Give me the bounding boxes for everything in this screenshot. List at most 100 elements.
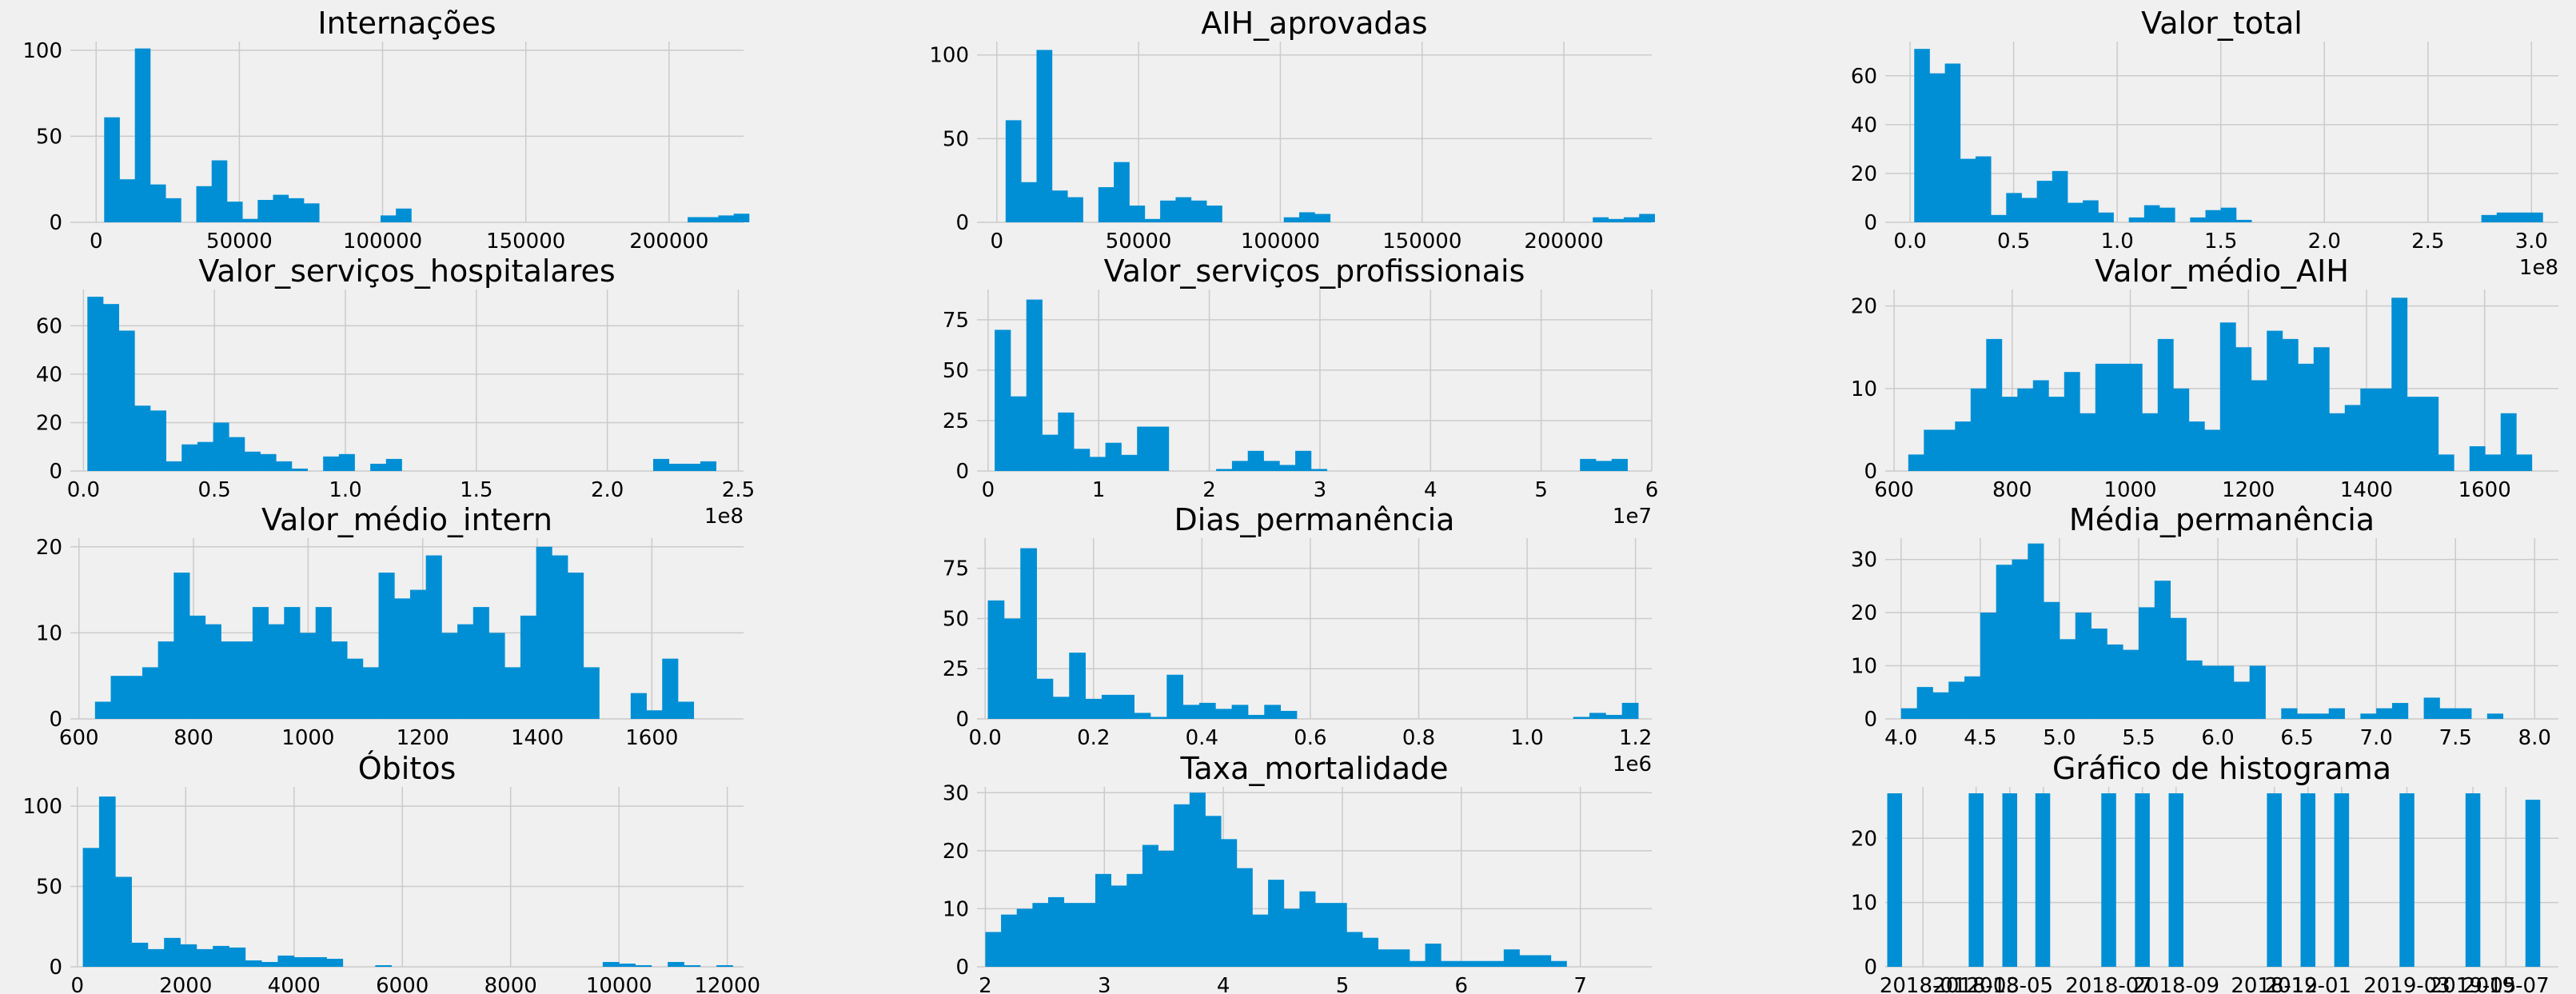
histogram-bar: [703, 217, 719, 222]
histogram-bar: [2159, 207, 2175, 222]
x-tick-label: 2: [979, 974, 992, 994]
histogram-bar: [2091, 629, 2107, 719]
histogram-bar: [181, 444, 198, 471]
histogram-bar: [2173, 388, 2190, 471]
x-tick-label: 10000: [586, 974, 652, 994]
histogram-bar: [1944, 63, 1961, 223]
histogram-bar: [1611, 458, 1628, 471]
histogram-bar: [213, 945, 229, 967]
histogram-bar: [2455, 708, 2472, 719]
y-tick-label: 0: [1864, 211, 1877, 235]
histogram-bar: [1929, 73, 1946, 223]
histogram-bar: [276, 461, 293, 471]
histogram-bar: [1980, 613, 1997, 719]
chart-title: Valor_médio_AIH: [2095, 253, 2349, 289]
histogram-bar: [1924, 429, 1940, 471]
histogram-bar: [2496, 212, 2513, 222]
histogram-bar: [1215, 709, 1233, 719]
histogram-bar: [1425, 943, 1442, 967]
histogram-bar: [2407, 397, 2423, 471]
x-tick-label: 0.5: [1997, 230, 2030, 253]
histogram-bar: [1970, 388, 1987, 471]
x-tick-label: 0.0: [67, 478, 100, 502]
x-tick-label: 8.0: [2518, 726, 2551, 750]
histogram-bar: [375, 964, 393, 967]
histogram-bar: [1074, 449, 1091, 471]
histogram-bar: [1095, 873, 1112, 967]
x-tick-label: 1.0: [329, 478, 361, 502]
histogram-bar: [2297, 713, 2314, 719]
histogram-bar: [2036, 181, 2053, 222]
histogram-bar: [1010, 396, 1027, 471]
histogram-bar: [2111, 363, 2127, 471]
histogram-bar: [229, 947, 246, 967]
histogram-valor-servicos-profissionais: 0 1 2 3 4 5 6 0 25 50 75 1e7 Valor_serviços_profissi…: [943, 253, 1658, 529]
histogram-bar: [2138, 607, 2155, 719]
histogram-bar: [2312, 713, 2330, 719]
x-tick-label: 5: [1534, 478, 1548, 502]
histogram-bar: [1263, 461, 1280, 471]
x-tick-label: 1400: [2340, 478, 2393, 502]
y-tick-label: 75: [943, 557, 969, 581]
x-tick-label: 0.0: [1893, 230, 1926, 253]
histogram-bar: [2186, 660, 2203, 719]
histogram-bar: [1441, 960, 1457, 967]
histogram-bar: [2469, 446, 2486, 471]
histogram-bar: [310, 956, 327, 967]
histogram-bar: [2391, 297, 2408, 471]
x-tick-label: 2.5: [2411, 230, 2444, 253]
x-tick-label: 2: [1202, 478, 1216, 502]
histogram-bar: [552, 555, 568, 719]
x-tick-label: 1.2: [1619, 726, 1652, 750]
histogram-bar: [134, 405, 151, 471]
histogram-bar: [362, 667, 379, 719]
histogram-bar: [370, 463, 387, 471]
histogram-bar: [1129, 206, 1146, 222]
x-tick-label: 0: [90, 230, 103, 253]
histogram-bar: [1166, 674, 1184, 719]
histogram-bar: [652, 458, 670, 471]
x-tick-label: 2000: [159, 974, 212, 994]
x-tick-label: 800: [173, 726, 213, 750]
x-tick-label: 2019-03: [2363, 974, 2450, 994]
y-tick-label: 0: [49, 708, 62, 732]
histogram-bar: [1150, 717, 1167, 719]
histogram-bar: [2500, 413, 2517, 471]
histogram-bar: [1158, 850, 1174, 967]
histogram-bar: [1550, 960, 1567, 967]
histogram-bar: [205, 624, 221, 719]
histogram-bar: [1021, 182, 1037, 222]
histogram-bar: [1144, 218, 1161, 222]
histogram-internacoes: 0 50000 100000 150000 200000 0 50 100 Internaçõe…: [22, 6, 750, 253]
axis-offset-label: 1e6: [1613, 752, 1652, 776]
histogram-bar: [1939, 429, 1956, 471]
y-tick-label: 40: [1851, 114, 1877, 138]
y-tick-label: 20: [1851, 162, 1877, 186]
histogram-bar: [2001, 397, 2018, 471]
histogram-bar: [1205, 816, 1222, 967]
x-tick-label: 100000: [343, 230, 422, 253]
histogram-bar: [104, 117, 120, 222]
histogram-bar: [1036, 50, 1053, 222]
histogram-bar: [1020, 548, 1037, 719]
histogram-bar: [1268, 880, 1285, 967]
histogram-bar: [196, 186, 213, 222]
y-tick-label: 50: [943, 359, 969, 383]
histogram-bar: [380, 215, 397, 222]
histogram-bar: [1299, 212, 1315, 222]
x-tick-label: 1400: [511, 726, 564, 750]
histogram-bar: [1916, 687, 1933, 719]
histogram-bar: [385, 458, 402, 471]
axis-offset-label: 1e7: [1613, 505, 1652, 529]
x-tick-label: 6: [1455, 974, 1469, 994]
chart-title: Valor_serviços_profissionais: [1104, 253, 1525, 289]
x-tick-label: 200000: [629, 230, 708, 253]
histogram-bar: [1605, 714, 1623, 719]
histogram-bar: [2188, 421, 2205, 471]
histogram-bar: [2052, 170, 2068, 222]
y-tick-label: 10: [1851, 655, 1877, 679]
histogram-bar: [1127, 873, 1143, 967]
histogram-bar: [326, 958, 344, 967]
histogram-bar: [568, 573, 584, 719]
